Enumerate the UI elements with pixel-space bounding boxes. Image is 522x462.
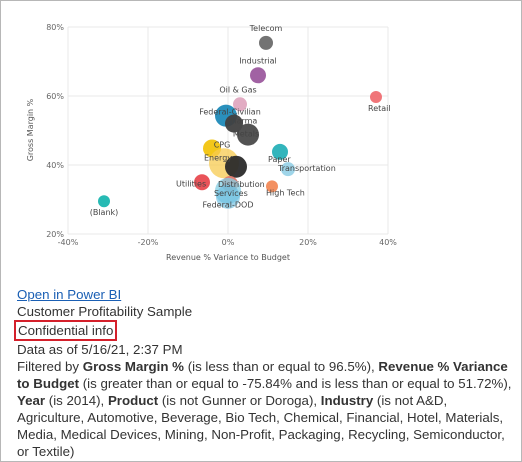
- label-federal-dod: Federal-DOD: [202, 201, 253, 210]
- x-axis-title: Revenue % Variance to Budget: [166, 253, 290, 262]
- point-transportation: [281, 162, 295, 177]
- point-blank: [98, 195, 110, 208]
- label-retail: Retail: [368, 104, 391, 113]
- x-tick-label: 40%: [379, 238, 397, 247]
- point-labels: Telecom Industrial Oil & Gas Federal-Civili…: [90, 24, 391, 217]
- y-tick-label: 60%: [46, 92, 64, 101]
- label-industrial: Industrial: [239, 56, 277, 65]
- confidential-label: Confidential info: [14, 320, 118, 341]
- label-federal-civilian: Federal-Civilian: [199, 108, 261, 117]
- filter-field: Revenue % Variance to Budget: [17, 359, 508, 391]
- x-tick-label: -20%: [138, 238, 159, 247]
- point-oil-gas: [233, 97, 247, 112]
- x-tick-label: -40%: [58, 238, 79, 247]
- y-axis-title: Gross Margin %: [26, 98, 35, 161]
- label-distribution: Distribution: [218, 180, 265, 189]
- filter-field: Product: [107, 393, 159, 408]
- axis-ticks: -40% -20% 0% 20% 40% 20% 40% 60% 80%: [46, 23, 397, 247]
- x-tick-label: 0%: [222, 238, 235, 247]
- data-as-of: Data as of 5/16/21, 2:37 PM: [17, 342, 183, 357]
- scatter-chart: -40% -20% 0% 20% 40% 20% 40% 60% 80% Revenue % V…: [26, 23, 397, 262]
- point-federal-dod: [216, 184, 240, 209]
- point-paper: [272, 143, 288, 160]
- label-metals: Metals: [233, 130, 259, 139]
- label-transportation: Transportation: [277, 164, 336, 173]
- x-tick-label: 20%: [299, 238, 317, 247]
- label-oil-gas: Oil & Gas: [219, 85, 256, 94]
- label-high-tech: High Tech: [266, 188, 305, 197]
- label-utilities: Utilities: [176, 179, 206, 188]
- filter-field: Industry: [320, 393, 374, 408]
- point-utilities: [194, 174, 210, 191]
- point-retail: [370, 91, 382, 104]
- label-cpg: CPG: [214, 140, 231, 149]
- filter-field: Year: [17, 393, 46, 408]
- point-high-tech: [266, 180, 278, 193]
- label-pharma: Pharma: [227, 117, 258, 126]
- point-metals: [237, 123, 259, 146]
- filter-description: Filtered by Gross Margin % (is less than…: [17, 359, 512, 459]
- label-services: Services: [214, 189, 248, 198]
- y-tick-label: 20%: [46, 230, 64, 239]
- label-blank: (Blank): [90, 208, 119, 217]
- label-telecom: Telecom: [249, 24, 283, 33]
- data-points: [98, 35, 382, 209]
- report-name: Customer Profitability Sample: [17, 304, 193, 319]
- point-pharma: [225, 114, 243, 133]
- y-tick-label: 40%: [46, 161, 64, 170]
- point-industrial: [250, 67, 266, 84]
- y-tick-label: 80%: [46, 23, 64, 32]
- filter-field: Gross Margin %: [82, 359, 185, 374]
- chart-grid: [67, 26, 389, 235]
- tooltip-info: Open in Power BI Customer Profitability …: [14, 286, 513, 460]
- point-telecom: [259, 35, 273, 50]
- point-unlabeled: [225, 155, 247, 178]
- open-in-power-bi-link[interactable]: Open in Power BI: [17, 287, 122, 302]
- label-energy: Energy: [204, 153, 232, 162]
- label-paper: Paper: [268, 155, 291, 164]
